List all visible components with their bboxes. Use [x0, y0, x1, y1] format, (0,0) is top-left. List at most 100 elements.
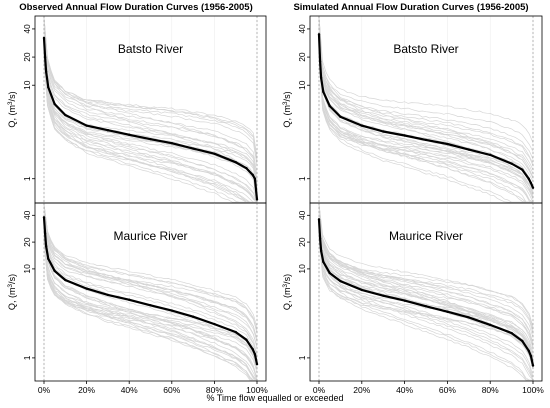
annual-curve [318, 203, 534, 329]
curve-point [255, 362, 259, 366]
mean-flow-duration-curve [317, 219, 535, 366]
annual-curve [43, 203, 258, 341]
curve-point [128, 133, 131, 136]
annual-curve [318, 49, 533, 203]
curve-point [510, 331, 513, 335]
annual-curve [43, 206, 258, 332]
annual-curve [43, 60, 257, 203]
curve-point [510, 162, 513, 165]
annual-curve [318, 22, 534, 166]
curve-point [446, 142, 449, 146]
annual-curve [43, 45, 258, 203]
annual-curve [318, 51, 534, 203]
annual-curve [43, 226, 258, 381]
curve-point [382, 294, 385, 297]
annual-curve [318, 222, 534, 381]
curve-point [170, 141, 173, 145]
annual-curve [43, 222, 258, 381]
curve-point [53, 102, 56, 106]
y-tick-label: 10 [22, 80, 32, 90]
annual-curve [43, 232, 257, 381]
annual-curve [318, 217, 534, 353]
annual-curve [318, 17, 534, 164]
river-label: Maurice River [389, 229, 463, 243]
curve-point [245, 166, 248, 170]
curve-point [253, 177, 257, 180]
annual-curve [43, 212, 258, 361]
curve-point [328, 271, 331, 275]
y-tick-label: 40 [22, 24, 32, 34]
curve-point [527, 349, 530, 353]
annual-curve [43, 203, 258, 355]
annual-curve [43, 28, 258, 189]
annual-curve [318, 203, 534, 327]
curve-point [322, 90, 325, 94]
curve-point [44, 244, 48, 248]
curve-point [531, 364, 535, 367]
y-axis-label: Q, (m3/s) [282, 274, 292, 310]
curve-point [318, 60, 322, 63]
y-tick-label: 20 [22, 237, 32, 247]
annual-curve [318, 25, 534, 174]
annual-curve [318, 56, 533, 203]
curve-point [403, 299, 406, 302]
annual-curve [43, 16, 258, 183]
x-tick-label: 40% [121, 385, 138, 395]
annual-curve [43, 230, 257, 381]
mean-flow-duration-curve [42, 217, 259, 365]
annual-curve [318, 49, 534, 200]
annual-curve [318, 227, 534, 354]
curve-point [319, 76, 323, 80]
x-tick-label: 20% [353, 385, 370, 395]
annual-curve [43, 203, 258, 347]
x-tick-label: 40% [396, 385, 413, 395]
river-label: Maurice River [113, 229, 187, 243]
curve-point [106, 129, 110, 132]
annual-curve [318, 52, 534, 203]
y-tick-label: 1 [22, 176, 32, 181]
annual-curve [43, 203, 258, 334]
panel-4: 1 10 20 40 0% 20% 40% 60% 80% 100% Maurice River Q,… [282, 202, 544, 395]
x-tick-label: 0% [313, 385, 326, 395]
annual-curve [43, 221, 258, 381]
curve-point [128, 298, 131, 301]
curve-point [360, 288, 363, 292]
annual-curve [43, 53, 257, 203]
annual-curve [318, 16, 534, 186]
curve-point [44, 70, 48, 73]
annual-curve [43, 203, 258, 328]
x-tick-label: 60% [439, 385, 456, 395]
x-tick-label: 80% [482, 385, 499, 395]
annual-curve [43, 60, 257, 203]
river-label: Batsto River [393, 42, 458, 56]
annual-curve [318, 231, 533, 381]
annual-curve [318, 205, 534, 335]
annual-curve [318, 203, 534, 338]
annual-curve [43, 45, 258, 203]
y-tick-label: 10 [22, 264, 32, 274]
curve-point [527, 177, 530, 180]
curve-point [529, 181, 533, 185]
curve-point [245, 338, 248, 341]
curve-point [403, 134, 406, 137]
annual-curve [43, 241, 258, 379]
curve-point [253, 353, 257, 356]
annual-curve [43, 205, 258, 349]
annual-curve [318, 203, 534, 344]
annual-curve [318, 38, 534, 197]
simulated-column-title: Simulated Annual Flow Duration Curves (1… [293, 2, 528, 13]
annual-curve [318, 235, 534, 367]
annual-curve [43, 16, 258, 161]
curve-point [43, 55, 47, 59]
y-tick-label: 40 [297, 210, 307, 220]
curve-point [319, 249, 323, 252]
curve-point [322, 260, 325, 264]
curve-point [521, 168, 524, 171]
annual-curve [318, 33, 534, 197]
river-label: Batsto River [118, 42, 183, 56]
mean-flow-duration-curve [42, 37, 259, 200]
y-tick-label: 20 [22, 52, 32, 62]
annual-curve [43, 203, 258, 331]
curve-point [106, 293, 110, 297]
